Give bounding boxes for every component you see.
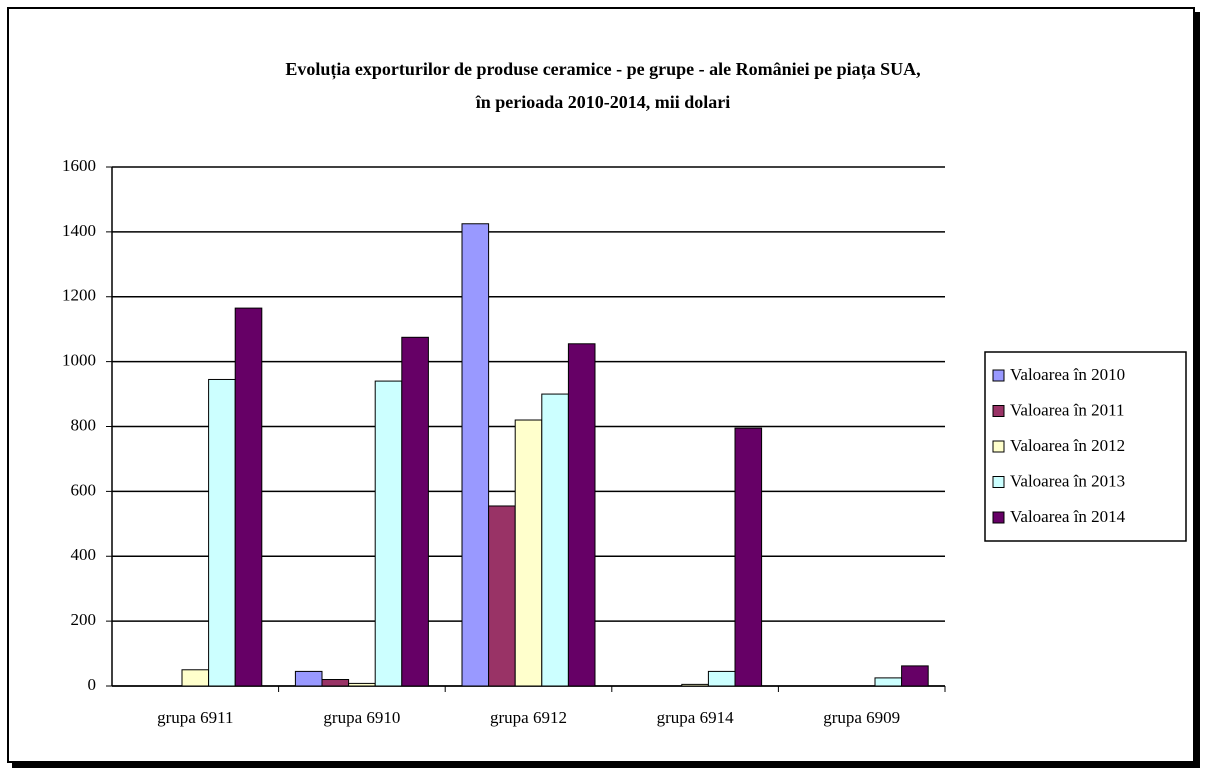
x-tick-label: grupa 6912	[490, 708, 567, 727]
bar	[874, 677, 903, 687]
y-tick-label: 1000	[62, 351, 96, 370]
x-tick-label: grupa 6909	[823, 708, 900, 727]
legend-label: Valoarea în 2014	[1010, 507, 1126, 526]
legend-swatch	[992, 440, 1005, 453]
y-tick-label: 200	[71, 610, 97, 629]
x-tick-label: grupa 6914	[657, 708, 734, 727]
bar	[734, 427, 763, 687]
legend-swatch	[992, 369, 1005, 382]
bar	[901, 665, 929, 687]
bar	[374, 380, 403, 687]
legend-label: Valoarea în 2010	[1010, 365, 1125, 384]
legend-swatch	[992, 405, 1005, 417]
bar	[488, 505, 516, 687]
y-tick-label: 600	[71, 480, 97, 499]
y-tick-label: 1200	[62, 286, 96, 305]
bar	[707, 670, 736, 687]
bar	[348, 682, 376, 687]
bar	[461, 223, 490, 687]
chart-title: în perioada 2010-2014, mii dolari	[475, 92, 731, 112]
x-tick-label: grupa 6910	[323, 708, 400, 727]
bar	[294, 670, 323, 687]
y-tick-label: 1600	[62, 156, 96, 175]
bar	[514, 419, 543, 687]
y-tick-label: 1400	[62, 221, 96, 240]
legend-label: Valoarea în 2012	[1010, 436, 1125, 455]
bar	[541, 393, 569, 687]
y-tick-label: 400	[71, 545, 97, 564]
bar	[181, 669, 210, 687]
bar	[208, 378, 236, 687]
legend-label: Valoarea în 2011	[1010, 400, 1125, 419]
bar	[567, 343, 596, 687]
legend-swatch	[992, 476, 1005, 488]
y-tick-label: 0	[88, 675, 97, 694]
bar	[234, 307, 263, 687]
bar	[321, 679, 350, 687]
x-tick-label: grupa 6911	[157, 708, 233, 727]
legend-swatch	[992, 511, 1005, 524]
bar	[401, 336, 429, 687]
legend-label: Valoarea în 2013	[1010, 471, 1125, 490]
legend-box	[984, 351, 1187, 542]
y-tick-label: 800	[71, 415, 97, 434]
chart-title: Evoluția exporturilor de produse ceramic…	[285, 59, 920, 80]
bar	[681, 683, 709, 687]
